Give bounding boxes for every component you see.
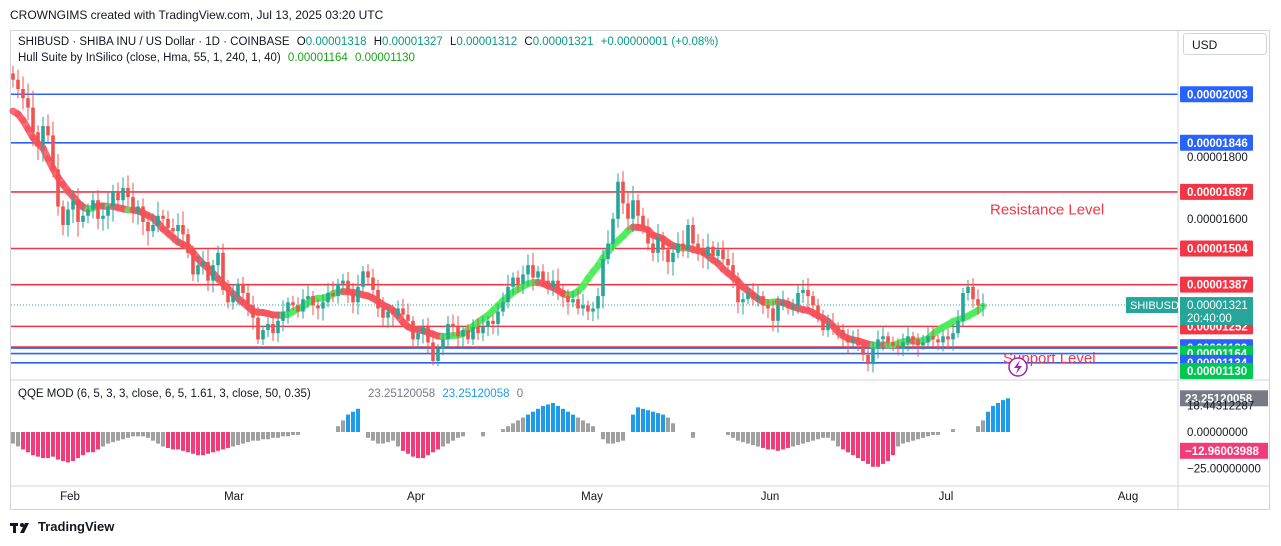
low-value: 0.00001312 bbox=[456, 36, 518, 48]
hull-value-1: 0.00001164 bbox=[287, 52, 348, 64]
low-label: L bbox=[450, 36, 457, 48]
footer-brand[interactable]: TradingView bbox=[10, 519, 114, 534]
tradingview-logo-icon bbox=[10, 522, 29, 533]
hull-legend: Hull Suite by InSilico (close, Hma, 55, … bbox=[18, 52, 419, 64]
currency-button[interactable]: USD bbox=[1183, 33, 1267, 55]
hull-value-2: 0.00001130 bbox=[355, 52, 415, 64]
open-label: O bbox=[296, 36, 306, 48]
change-value: +0.00000001 (+0.08%) bbox=[600, 36, 719, 48]
high-value: 0.00001327 bbox=[382, 36, 443, 48]
close-label: C bbox=[524, 36, 533, 48]
qqe-value-3: 0 bbox=[516, 388, 524, 400]
qqe-value-1: 23.25120058 bbox=[367, 388, 436, 400]
symbol-legend: SHIBUSD · SHIBA INU / US Dollar · 1D · C… bbox=[18, 36, 722, 48]
symbol-title[interactable]: SHIBUSD · SHIBA INU / US Dollar · 1D · C… bbox=[18, 36, 290, 48]
qqe-title[interactable]: QQE MOD (6, 5, 3, 3, close, 6, 5, 1.61, … bbox=[18, 388, 311, 400]
close-value: 0.00001321 bbox=[532, 36, 594, 48]
attribution: CROWNGIMS created with TradingView.com, … bbox=[10, 8, 384, 22]
high-label: H bbox=[373, 36, 383, 48]
open-value: 0.00001318 bbox=[305, 36, 367, 48]
footer-brand-text: TradingView bbox=[38, 519, 115, 534]
hull-title[interactable]: Hull Suite by InSilico (close, Hma, 55, … bbox=[18, 52, 281, 64]
qqe-legend: QQE MOD (6, 5, 3, 3, close, 6, 5, 1.61, … bbox=[18, 388, 527, 400]
chart-frame[interactable] bbox=[10, 30, 1270, 510]
qqe-value-2: 23.25120058 bbox=[442, 388, 510, 400]
